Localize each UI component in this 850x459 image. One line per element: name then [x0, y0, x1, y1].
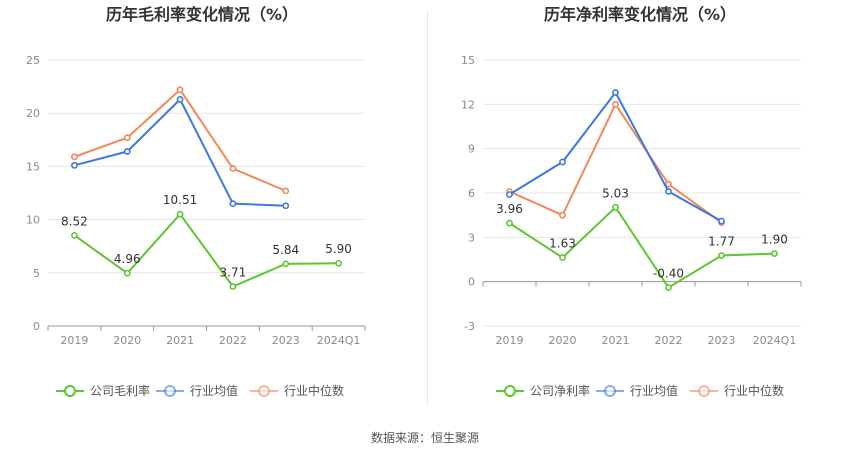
- data-point: [176, 86, 184, 94]
- x-tick-label: 2023: [708, 334, 736, 347]
- x-tick-label: 2021: [602, 334, 630, 347]
- x-tick-label: 2019: [60, 334, 88, 347]
- y-tick-label: 3: [468, 231, 475, 244]
- data-point: [612, 203, 619, 211]
- data-point: [282, 202, 290, 210]
- data-label: 5.03: [602, 186, 629, 200]
- data-point: [282, 187, 290, 195]
- x-tick-label: 2022: [219, 334, 247, 347]
- legend-label: 公司毛利率: [90, 383, 150, 398]
- data-point: [612, 89, 619, 96]
- data-point: [718, 217, 725, 225]
- data-point: [718, 252, 725, 259]
- data-point: [665, 188, 672, 195]
- data-point: [176, 95, 184, 103]
- y-tick-label: 5: [33, 267, 40, 280]
- data-label: 5.90: [325, 242, 352, 256]
- series-line: [508, 206, 775, 289]
- legend-marker: [604, 385, 616, 397]
- y-tick-label: 0: [33, 320, 40, 333]
- data-point: [123, 148, 131, 155]
- data-label: 1.90: [761, 233, 788, 247]
- data-point: [282, 260, 290, 268]
- data-point: [506, 191, 513, 198]
- data-point: [559, 254, 566, 261]
- data-label: -0.40: [653, 267, 684, 281]
- legend-marker: [698, 385, 710, 397]
- data-label: 3.71: [220, 266, 247, 280]
- data-label: 4.96: [114, 252, 141, 266]
- data-label: 1.77: [708, 235, 735, 249]
- data-point: [559, 211, 566, 219]
- y-tick-label: 6: [468, 187, 475, 200]
- y-tick-label: 0: [468, 276, 475, 289]
- data-label: 8.52: [61, 214, 88, 228]
- x-tick-label: 2020: [113, 334, 141, 347]
- y-tick-label: 10: [26, 214, 40, 227]
- data-point: [71, 231, 78, 239]
- data-point: [229, 283, 237, 290]
- legend-marker: [164, 385, 176, 397]
- data-point: [665, 180, 672, 188]
- data-label: 3.96: [496, 202, 523, 216]
- data-point: [123, 269, 131, 277]
- data-point: [71, 153, 78, 161]
- chart-title: 历年净利率变化情况（%）: [544, 5, 736, 24]
- data-source-note: 数据来源：恒生聚源: [370, 431, 479, 445]
- x-tick-label: 2024Q1: [753, 334, 797, 347]
- series-line: [74, 88, 287, 192]
- legend-label: 行业均值: [630, 383, 678, 398]
- legend-label: 行业中位数: [284, 383, 344, 398]
- x-tick-label: 2022: [655, 334, 683, 347]
- y-tick-label: 15: [461, 54, 475, 67]
- legend-marker: [258, 385, 270, 397]
- series-line: [508, 91, 722, 222]
- data-point: [176, 210, 184, 218]
- y-tick-label: 20: [26, 107, 40, 120]
- y-tick-label: 15: [26, 160, 40, 173]
- data-label: 5.84: [272, 243, 299, 257]
- series-line: [73, 213, 339, 288]
- panel-divider: [427, 10, 428, 405]
- legend-marker: [504, 385, 516, 397]
- data-point: [612, 100, 619, 108]
- y-tick-label: 9: [468, 143, 475, 156]
- x-tick-label: 2023: [272, 334, 300, 347]
- data-point: [229, 200, 237, 208]
- legend-label: 公司净利率: [530, 383, 590, 398]
- x-tick-label: 2024Q1: [317, 334, 361, 347]
- data-label: 1.63: [549, 237, 576, 251]
- legend-label: 行业中位数: [724, 383, 784, 398]
- data-point: [665, 284, 672, 291]
- data-point: [71, 161, 78, 169]
- data-point: [229, 165, 237, 172]
- chart-title: 历年毛利率变化情况（%）: [106, 5, 298, 24]
- data-point: [559, 158, 566, 166]
- data-point: [506, 219, 513, 227]
- data-label: 10.51: [163, 193, 197, 207]
- y-tick-label: 12: [461, 98, 475, 111]
- legend-label: 行业均值: [190, 383, 238, 398]
- data-point: [771, 250, 778, 257]
- x-tick-label: 2019: [496, 334, 524, 347]
- data-point: [335, 259, 342, 267]
- y-tick-label: -3: [464, 320, 475, 333]
- x-tick-label: 2020: [549, 334, 577, 347]
- series-line: [74, 98, 286, 207]
- x-tick-label: 2021: [166, 334, 194, 347]
- y-tick-label: 25: [26, 54, 40, 67]
- legend-marker: [64, 385, 76, 397]
- data-point: [123, 134, 131, 142]
